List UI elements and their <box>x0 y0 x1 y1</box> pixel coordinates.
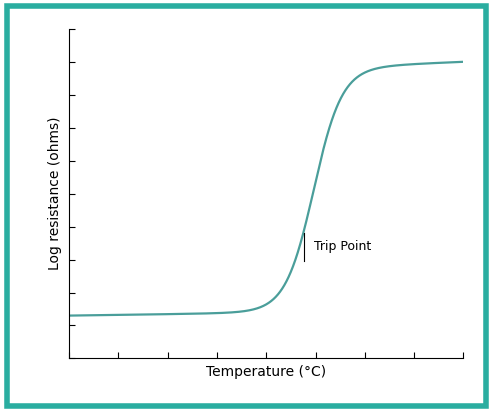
X-axis label: Temperature (°C): Temperature (°C) <box>206 365 326 379</box>
Text: Trip Point: Trip Point <box>314 240 371 253</box>
Y-axis label: Log resistance (ohms): Log resistance (ohms) <box>48 117 62 270</box>
